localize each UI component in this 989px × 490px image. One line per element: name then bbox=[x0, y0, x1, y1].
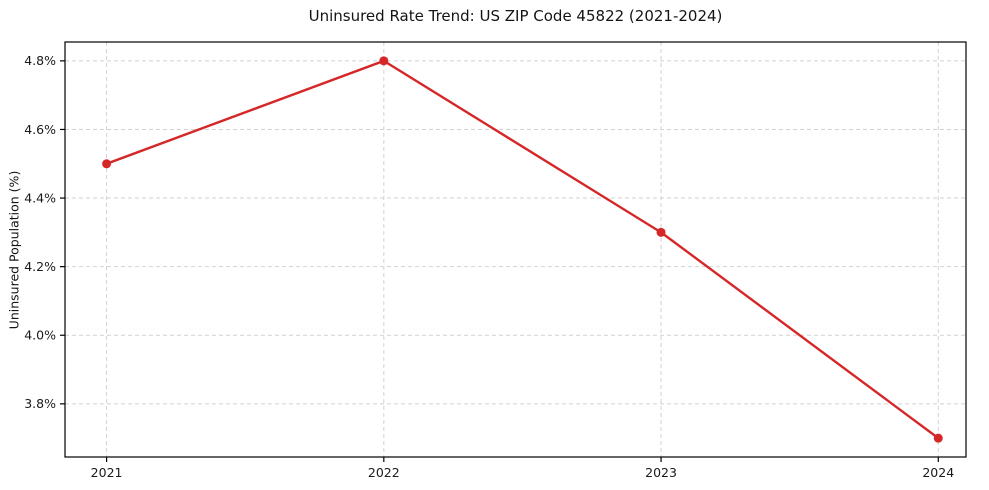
data-point-marker bbox=[379, 56, 389, 66]
data-point-marker bbox=[656, 227, 666, 237]
x-tick-label: 2022 bbox=[368, 465, 400, 480]
plot-border bbox=[64, 41, 967, 458]
y-tick-label: 4.4% bbox=[24, 190, 56, 205]
y-tick-label: 3.8% bbox=[24, 396, 56, 411]
x-tick-label: 2024 bbox=[922, 465, 954, 480]
data-point-marker bbox=[933, 433, 943, 443]
y-tick-label: 4.2% bbox=[24, 259, 56, 274]
y-tick-label: 4.0% bbox=[24, 328, 56, 343]
y-tick-label: 4.8% bbox=[24, 53, 56, 68]
x-tick-label: 2023 bbox=[645, 465, 677, 480]
trend-line bbox=[105, 59, 940, 440]
x-tick-label: 2021 bbox=[91, 465, 123, 480]
chart-title: Uninsured Rate Trend: US ZIP Code 45822 … bbox=[308, 7, 723, 25]
y-tick-label: 4.6% bbox=[24, 122, 56, 137]
data-point-marker bbox=[102, 159, 112, 169]
